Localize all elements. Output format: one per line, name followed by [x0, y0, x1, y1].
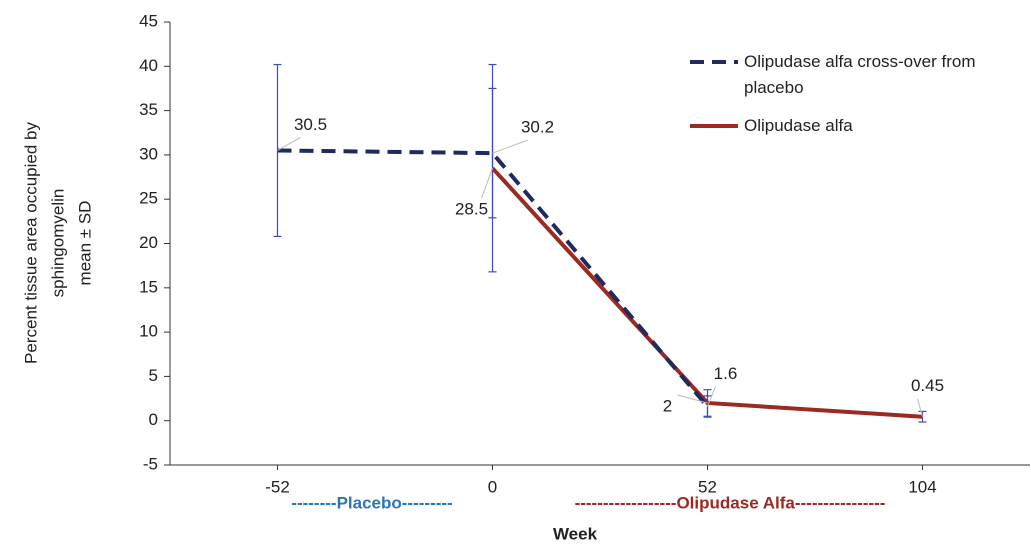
annotation: --------Placebo---------	[291, 493, 452, 512]
x-tick-label: 0	[488, 477, 497, 496]
data-label: 30.5	[294, 115, 327, 134]
label-leader	[677, 394, 708, 404]
data-label: 2	[663, 396, 672, 415]
series-line	[277, 148, 710, 408]
legend-label: Olipudase alfa cross-over from placebo	[744, 52, 976, 97]
label-leader	[481, 168, 493, 199]
y-tick-label: 30	[139, 144, 158, 163]
y-tick-label: 45	[139, 11, 158, 30]
y-tick-label: 25	[139, 189, 158, 208]
label-leader	[707, 386, 716, 407]
legend-entry: Olipudase alfa cross-over from placebo	[744, 52, 976, 97]
y-tick-label: 40	[139, 56, 158, 75]
label-leader	[277, 137, 301, 151]
label-leader	[492, 139, 528, 154]
data-label: 0.45	[911, 376, 944, 395]
x-tick-label: 52	[698, 477, 717, 496]
x-tick-label: -52	[265, 477, 290, 496]
legend-label: Olipudase alfa	[744, 116, 853, 135]
legend-entry: Olipudase alfa	[744, 116, 853, 135]
y-tick-label: 20	[139, 233, 158, 252]
data-label: 30.2	[521, 118, 554, 137]
data-label: 28.5	[455, 200, 488, 219]
y-tick-label: -5	[143, 454, 158, 473]
y-axis-title: mean ± SD	[75, 201, 94, 286]
annotation: ------------------Olipudase Alfa--------…	[575, 493, 886, 512]
y-tick-label: 15	[139, 277, 158, 296]
series-line	[491, 166, 923, 419]
y-axis-title: Percent tissue area occupied by	[21, 122, 40, 364]
y-tick-label: 10	[139, 322, 158, 341]
y-axis-title: sphingomyelin	[48, 189, 67, 298]
data-label: 1.6	[714, 364, 738, 383]
x-axis-title: Week	[553, 524, 598, 543]
y-tick-label: 35	[139, 100, 158, 119]
x-tick-label: 104	[908, 477, 936, 496]
y-tick-label: 0	[149, 410, 158, 429]
y-tick-label: 5	[149, 366, 158, 385]
label-leader	[917, 398, 923, 417]
